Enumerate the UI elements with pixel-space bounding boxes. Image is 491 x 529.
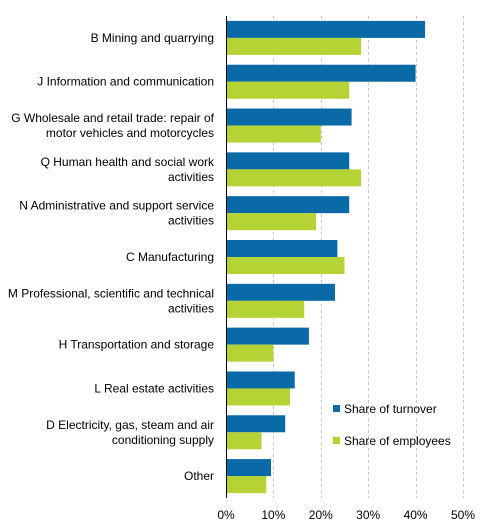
bar-turnover (226, 240, 338, 257)
bar-turnover (226, 108, 352, 126)
bar-employees (226, 125, 321, 143)
bar-employees (226, 81, 350, 99)
x-tick-label: 0% (217, 508, 235, 522)
category-label: C Manufacturing (126, 250, 214, 264)
legend: Share of turnover Share of employees (333, 402, 451, 448)
category-label: B Mining and quarrying (91, 31, 214, 45)
x-tick-label: 30% (356, 508, 380, 522)
bar-employees (226, 257, 345, 274)
bar-employees (226, 388, 290, 406)
bar-turnover (226, 152, 350, 170)
x-tick-label: 20% (309, 508, 333, 522)
category-labels: B Mining and quarrying J Information and … (8, 31, 215, 483)
x-tick-label: 40% (404, 508, 428, 522)
bar-employees (226, 344, 274, 362)
category-label: Q Human health and social work activities (41, 155, 215, 184)
bar-turnover (226, 196, 350, 214)
legend-label: Share of turnover (344, 402, 437, 416)
x-tick-labels: 0% 10% 20% 30% 40% 50% (217, 508, 475, 522)
bar-turnover (226, 64, 416, 82)
bar-turnover (226, 415, 286, 433)
bar-turnover (226, 283, 336, 301)
category-label: Other (184, 469, 214, 483)
category-label: M Professional, scientific and technical… (8, 286, 214, 315)
bar-turnover (226, 371, 295, 389)
bars (226, 20, 426, 494)
legend-swatch (333, 405, 340, 412)
category-label: N Administrative and support service acti… (19, 199, 214, 228)
legend-swatch (333, 437, 340, 444)
category-label: H Transportation and storage (59, 338, 215, 352)
legend-label: Share of employees (344, 434, 451, 448)
category-label: G Wholesale and retail trade: repair of m… (11, 111, 214, 140)
bar-employees (226, 213, 317, 231)
bar-employees (226, 476, 267, 494)
category-label: L Real estate activities (94, 381, 214, 395)
bar-turnover (226, 20, 426, 38)
category-label: D Electricity, gas, steam and air conditi… (46, 418, 214, 447)
bar-turnover (226, 459, 272, 477)
bar-turnover (226, 327, 309, 345)
bar-employees (226, 300, 305, 318)
category-label: J Information and communication (37, 75, 214, 89)
x-tick-label: 50% (451, 508, 475, 522)
bar-employees (226, 37, 362, 55)
bar-employees (226, 169, 362, 187)
x-tick-label: 10% (261, 508, 285, 522)
bar-employees (226, 432, 262, 450)
